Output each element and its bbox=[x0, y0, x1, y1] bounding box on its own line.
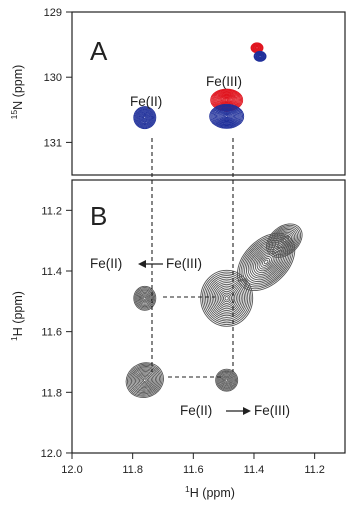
panel-a-ylabel-main: N (ppm) bbox=[11, 65, 25, 110]
fe2-label-a: Fe(II) bbox=[130, 94, 162, 109]
arrow-upper: Fe(II) Fe(III) bbox=[90, 256, 202, 271]
panel-b-peak-2 bbox=[133, 285, 157, 311]
fe3-label-a: Fe(III) bbox=[206, 74, 242, 89]
arrow-lower: Fe(II) Fe(III) bbox=[180, 403, 290, 418]
panel-b-xlabel-sup: 1 bbox=[185, 484, 190, 494]
fe3-label-lower: Fe(III) bbox=[254, 403, 290, 418]
panel-b-ylabel-main: H (ppm) bbox=[11, 291, 25, 336]
panel-a: A 129 130 131 Fe(II) Fe(III) 15N (ppm) bbox=[9, 7, 346, 176]
panel-b-y-tick-label: 11.6 bbox=[41, 327, 62, 339]
panel-a-red-peak-1 bbox=[250, 42, 264, 54]
panel-b-peak-3 bbox=[215, 368, 239, 392]
panel-b-peaks bbox=[125, 223, 303, 399]
panel-b-x-ticks: 12.0 11.8 11.6 11.4 11.2 bbox=[61, 453, 325, 476]
panel-b-ylabel: 1H (ppm) bbox=[9, 291, 25, 341]
panel-a-frame bbox=[71, 11, 346, 176]
panel-b-y-tick-label: 11.4 bbox=[41, 266, 62, 278]
panel-b-y-tick-label: 12.0 bbox=[41, 448, 62, 460]
fe2-label-upper: Fe(II) bbox=[90, 256, 122, 271]
panel-a-ylabel-sup: 15 bbox=[9, 110, 19, 120]
panel-a-y-ticks: 129 130 131 bbox=[44, 7, 72, 149]
arrow-lower-head bbox=[243, 407, 251, 415]
panel-b-x-tick-label: 11.6 bbox=[183, 464, 204, 476]
panel-b-x-tick-label: 12.0 bbox=[61, 464, 82, 476]
panel-b-x-tick-label: 11.2 bbox=[304, 464, 325, 476]
panel-b-y-tick-label: 11.2 bbox=[41, 205, 62, 217]
panel-b-x-tick-label: 11.8 bbox=[122, 464, 143, 476]
panel-b-x-tick-label: 11.4 bbox=[244, 464, 265, 476]
panel-a-ylabel: 15N (ppm) bbox=[9, 65, 25, 120]
fe3-label-upper: Fe(III) bbox=[166, 256, 202, 271]
panel-b-xlabel-main: H (ppm) bbox=[190, 486, 235, 500]
panel-b-frame bbox=[71, 179, 346, 454]
panel-b-xlabel: 1H (ppm) bbox=[185, 484, 235, 500]
dashed-guides bbox=[151, 138, 234, 378]
panel-b-peak-5 bbox=[266, 223, 303, 258]
panel-b-ylabel-sup: 1 bbox=[9, 336, 19, 341]
panel-a-peaks bbox=[133, 42, 267, 130]
panel-b-y-ticks: 11.2 11.4 11.6 11.8 12.0 bbox=[41, 205, 72, 460]
arrow-upper-head bbox=[138, 260, 146, 268]
fe2-label-lower: Fe(II) bbox=[180, 403, 212, 418]
panel-a-blue-peak-2 bbox=[253, 50, 267, 62]
panel-b-peak-1 bbox=[125, 362, 164, 399]
panel-a-y-tick-label: 130 bbox=[44, 72, 62, 84]
panel-b-y-tick-label: 11.8 bbox=[41, 387, 62, 399]
panel-a-blue-peak-1 bbox=[209, 103, 245, 129]
panel-a-y-tick-label: 129 bbox=[44, 7, 62, 19]
panel-a-y-tick-label: 131 bbox=[44, 137, 62, 149]
panel-a-blue-peak-0 bbox=[133, 106, 157, 130]
panel-a-label: A bbox=[90, 36, 108, 66]
panel-b-peak-0 bbox=[200, 269, 254, 327]
panel-b-label: B bbox=[90, 201, 107, 231]
panel-b: B 12.0 11.8 11.6 11.4 11.2 11.211.411.611.81… bbox=[9, 138, 346, 500]
